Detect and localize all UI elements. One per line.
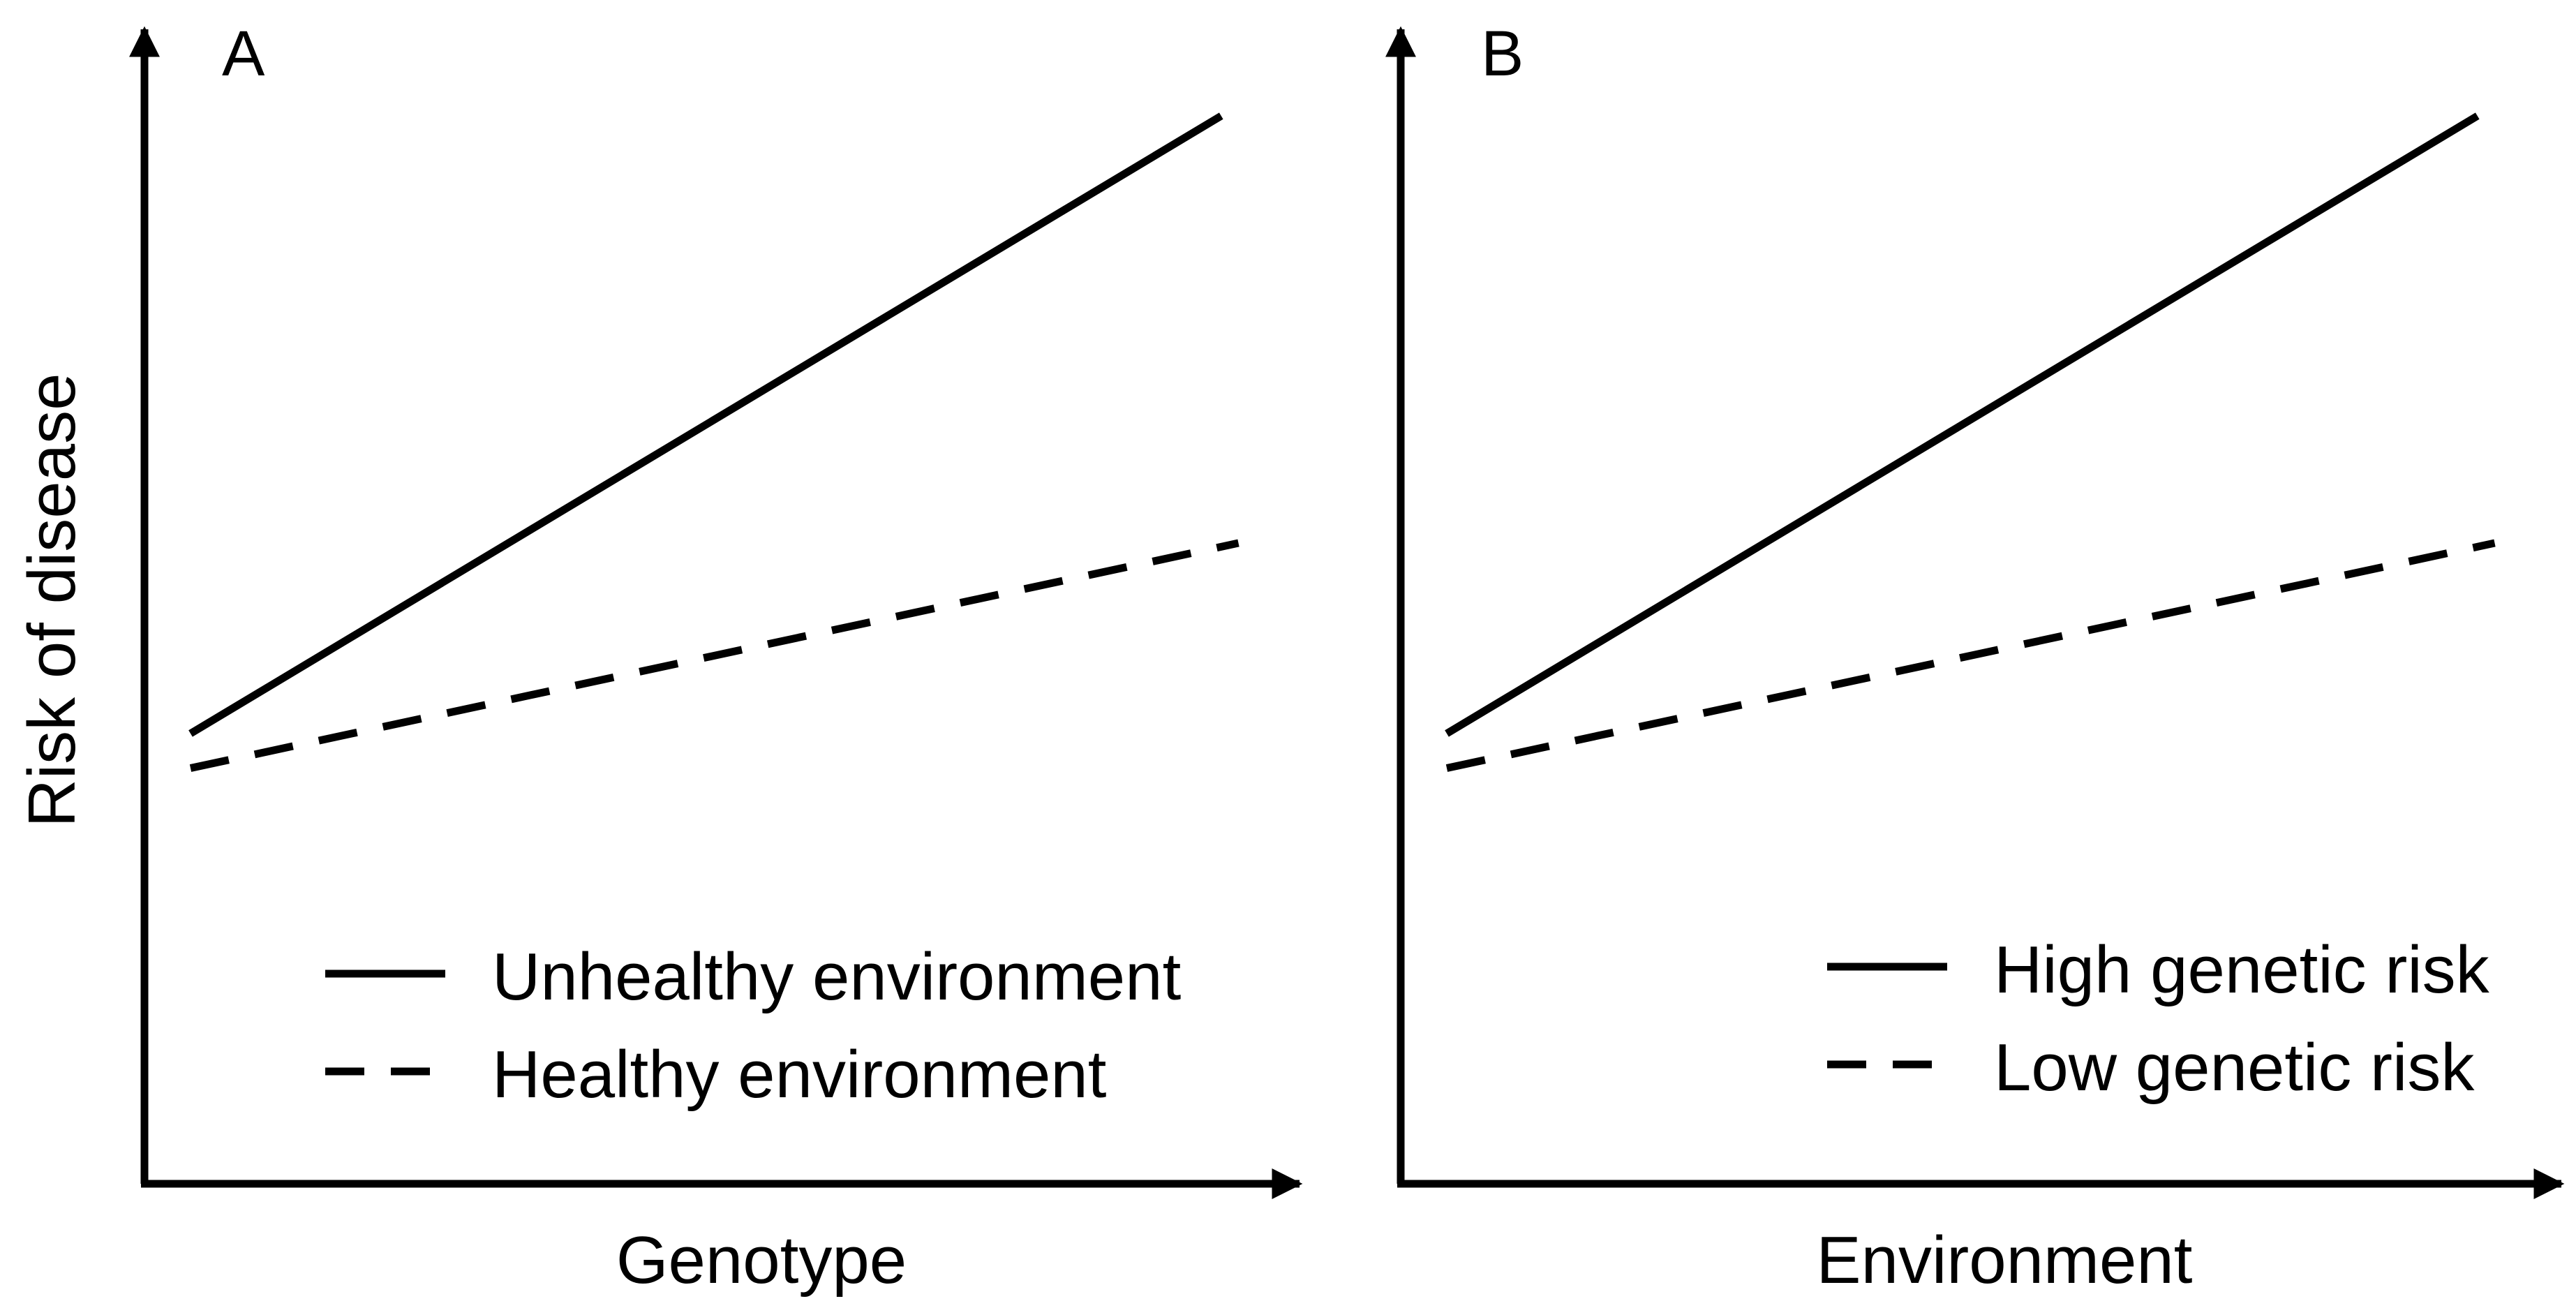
legend-label-low-genetic-risk: Low genetic risk <box>1994 1030 2475 1105</box>
series-line-healthy-environment <box>189 539 1239 772</box>
panel-a: A Genotype Risk of disease Unhealthy env… <box>15 18 1303 1298</box>
y-axis-label: Risk of disease <box>15 373 89 828</box>
panel-a-x-axis-label: Genotype <box>616 1223 907 1298</box>
series-line-unhealthy-environment <box>188 112 1223 737</box>
legend-label-healthy-environment: Healthy environment <box>492 1037 1106 1112</box>
panel-b: B Environment High genetic risk Low gene… <box>1385 18 2565 1298</box>
series-line-low-genetic-risk <box>1445 539 2496 772</box>
legend-label-high-genetic-risk: High genetic risk <box>1994 933 2490 1007</box>
panel-a-legend: Unhealthy environment Healthy environmen… <box>325 939 1181 1112</box>
series-line-high-genetic-risk <box>1445 112 2480 737</box>
legend-label-unhealthy-environment: Unhealthy environment <box>492 939 1181 1014</box>
panel-b-legend: High genetic risk Low genetic risk <box>1827 933 2490 1105</box>
panel-b-x-axis-label: Environment <box>1817 1223 2193 1298</box>
panel-b-label: B <box>1481 18 1524 89</box>
panel-a-label: A <box>222 18 265 89</box>
